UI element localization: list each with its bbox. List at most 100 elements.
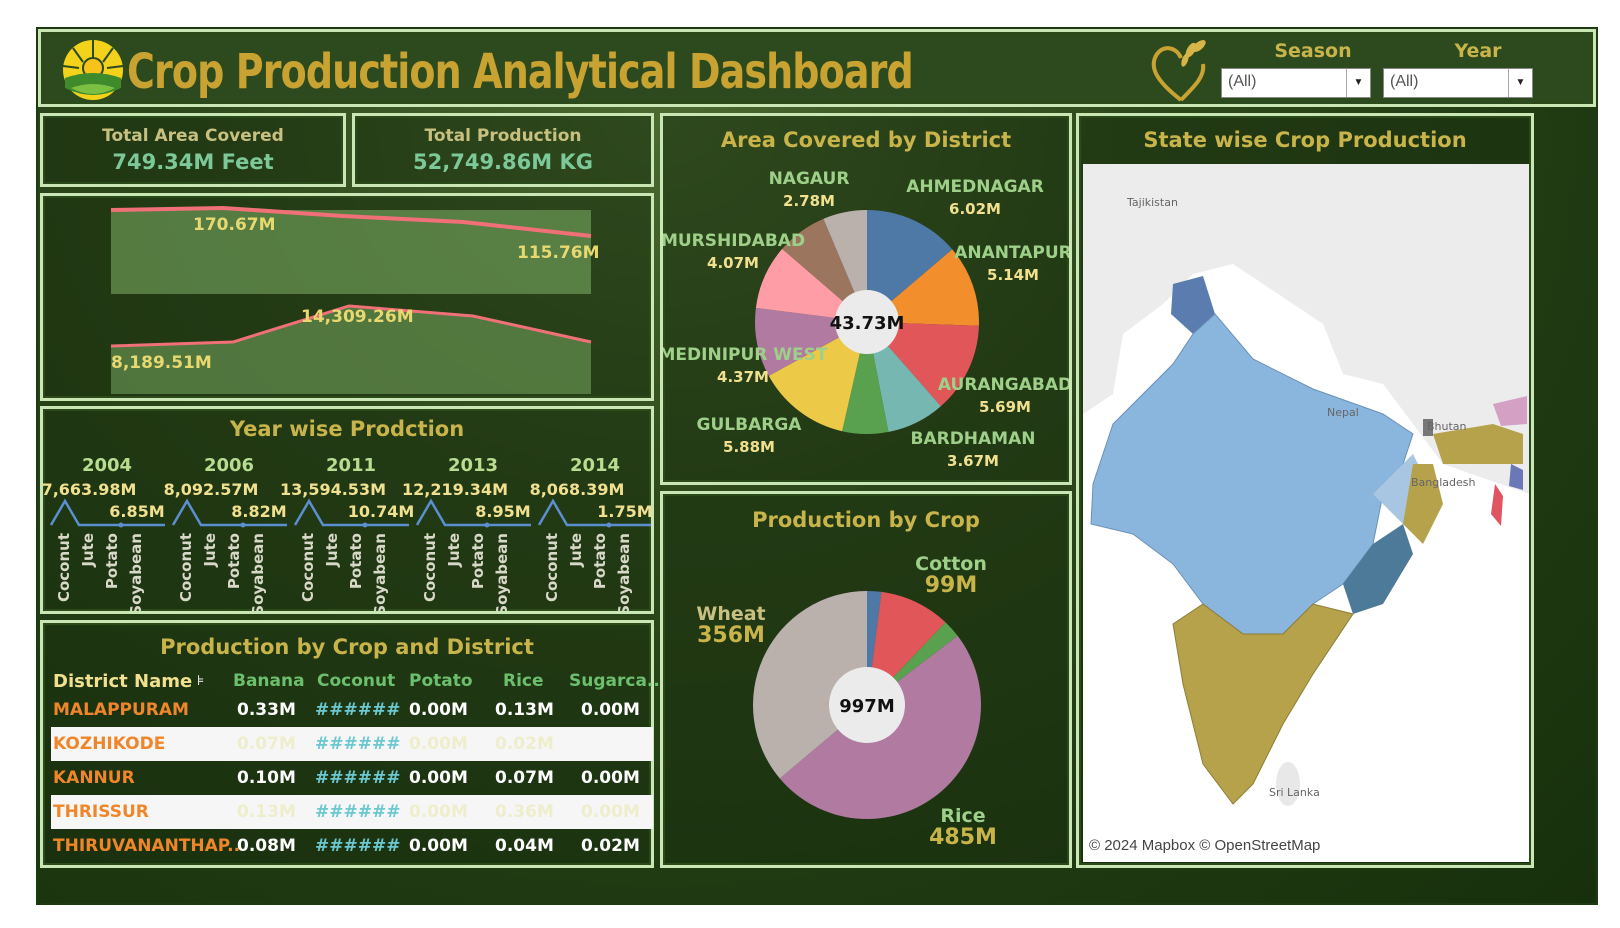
year-min-label: 6.85M <box>109 502 164 521</box>
value-cell: 0.00M <box>581 802 640 822</box>
pie-slice[interactable] <box>753 591 867 779</box>
year-label: 2006 <box>204 455 254 476</box>
crop-pie-title: Production by Crop <box>752 508 980 532</box>
table-row[interactable]: THRISSUR 0.13M ###### 0.00M 0.36M 0.00M <box>51 795 653 829</box>
crop-axis-label: Coconut <box>543 533 561 602</box>
crop-axis-label: Potato <box>347 533 365 589</box>
chevron-down-icon[interactable]: ▼ <box>1508 69 1532 97</box>
crop-axis-label: Potato <box>591 533 609 589</box>
table-row[interactable]: THIRUVANANTHAP.. 0.08M ###### 0.00M 0.04M 0.0… <box>51 829 653 863</box>
season-value: (All) <box>1228 73 1257 90</box>
pie-label-name: NAGAUR <box>769 169 850 189</box>
year-dropdown[interactable]: (All) ▼ <box>1383 68 1533 98</box>
kpi-prod-label: Total Production <box>424 126 582 146</box>
map-title: State wise Crop Production <box>1143 128 1467 152</box>
year-label: 2013 <box>448 455 498 476</box>
value-cell: 0.13M <box>237 802 296 822</box>
pie-slice[interactable] <box>782 218 867 322</box>
crop-axis-label: Soyabean <box>127 533 145 611</box>
pie-slice[interactable] <box>768 322 867 432</box>
year-label: 2011 <box>326 455 376 476</box>
value-cell: 0.04M <box>495 836 554 856</box>
header-bar: Crop Production Analytical Dashboard Sea… <box>38 29 1596 107</box>
crop-district-table-panel: Production by Crop and District District… <box>40 620 660 868</box>
pie-label-value: 3.67M <box>947 452 999 470</box>
sort-icon[interactable]: ⊧ <box>197 673 205 689</box>
crop-axis-label: Soyabean <box>249 533 267 611</box>
crop-pie-panel: Production by Crop 997M Cotton 99M Rice 485M… <box>660 491 1072 868</box>
table-row[interactable]: KOZHIKODE 0.07M ###### 0.00M 0.02M <box>51 727 653 761</box>
state-odisha <box>1343 524 1413 614</box>
district-cell: THIRUVANANTHAP.. <box>53 836 241 856</box>
state-map[interactable]: Tajikistan Nepal Bhutan Bangladesh Sri L… <box>1083 164 1529 862</box>
pie-slice[interactable] <box>867 322 941 432</box>
value-cell: 0.02M <box>495 734 554 754</box>
col-banana: Banana <box>233 671 305 691</box>
pie-slice[interactable] <box>867 322 979 407</box>
state-west-bengal <box>1403 464 1443 544</box>
crop-axis-label: Potato <box>469 533 487 589</box>
chevron-down-icon[interactable]: ▼ <box>1346 69 1370 97</box>
crop-axis-label: Potato <box>103 533 121 589</box>
map-panel: State wise Crop Production Tajikistan Ne… <box>1076 113 1534 868</box>
trend-chart: 170.67M 115.76M 8,189.51M 14,309.26M <box>110 205 600 394</box>
prod-trend-fill <box>111 306 591 394</box>
pie-label-value: 5.69M <box>979 398 1031 416</box>
district-pie-chart: 43.73M AHMEDNAGAR 6.02M ANANTAPUR 5.14M AURAN… <box>663 169 1069 470</box>
district-cell: THRISSUR <box>53 802 149 822</box>
map-label-bhutan: Bhutan <box>1427 420 1467 433</box>
pie-label-name: ANANTAPUR <box>954 243 1069 263</box>
prod-trend-line <box>110 304 592 348</box>
trend-panel: 170.67M 115.76M 8,189.51M 14,309.26M <box>40 193 654 401</box>
pie-label-name: MEDINIPUR WEST <box>663 345 828 365</box>
kpi-area-value: 749.34M Feet <box>112 150 274 174</box>
sun-logo-icon <box>62 40 124 100</box>
district-pie-panel: Area Covered by District 43.73M AHMEDNAGA… <box>660 113 1072 485</box>
pie-label-value: 4.37M <box>717 368 769 386</box>
pie-label-value: 4.07M <box>707 254 759 272</box>
pie-center <box>835 290 899 354</box>
area-trend-fill <box>111 210 591 294</box>
col-district-name[interactable]: District Name <box>53 671 193 692</box>
map-label-tajikistan: Tajikistan <box>1126 196 1178 209</box>
pie-slice[interactable] <box>867 210 953 322</box>
value-cell: 0.00M <box>581 700 640 720</box>
pie-center-total: 997M <box>839 696 895 717</box>
value-cell: ###### <box>315 768 401 788</box>
value-cell: 0.00M <box>409 836 468 856</box>
sparkline-point <box>118 522 124 528</box>
prod-trend-min-label: 8,189.51M <box>111 353 212 373</box>
crop-axis-label: Jute <box>445 533 463 568</box>
pie-label-value: 356M <box>697 623 765 648</box>
year-sparkline <box>537 498 651 527</box>
pie-slice[interactable] <box>842 322 889 435</box>
year-filter-label: Year <box>1454 40 1502 62</box>
pie-label-value: 6.02M <box>949 200 1001 218</box>
pie-label-value: 99M <box>925 573 978 598</box>
area-trend-max-label: 170.67M <box>193 215 276 235</box>
year-min-label: 8.82M <box>231 502 286 521</box>
table-row[interactable]: MALAPPURAM 0.33M ###### 0.00M 0.13M 0.00M <box>51 693 653 727</box>
pie-slice[interactable] <box>755 248 867 322</box>
season-dropdown[interactable]: (All) ▼ <box>1221 68 1371 98</box>
crop-axis-label: Coconut <box>299 533 317 602</box>
prod-trend-max-label: 14,309.26M <box>301 307 414 327</box>
table-title: Production by Crop and District <box>160 635 534 659</box>
area-trend-min-label: 115.76M <box>517 243 600 263</box>
value-cell: 0.33M <box>237 700 296 720</box>
col-sugarcane: Sugarca.. <box>569 671 660 691</box>
value-cell: 0.02M <box>581 836 640 856</box>
table-row[interactable]: KANNUR 0.10M ###### 0.00M 0.07M 0.00M <box>51 761 653 795</box>
year-wise-sparklines: 2004 7,663.98M 6.85M Coconut Jute Potato Soyab… <box>43 455 651 611</box>
crop-axis-label: Coconut <box>421 533 439 602</box>
value-cell: 0.07M <box>237 734 296 754</box>
year-max-label: 12,219.34M <box>402 480 508 499</box>
dashboard-title: Crop Production Analytical Dashboard <box>127 44 914 100</box>
district-cell: KOZHIKODE <box>53 734 166 754</box>
value-cell: 0.00M <box>581 768 640 788</box>
crop-axis-label: Jute <box>567 533 585 568</box>
value-cell: 0.00M <box>409 700 468 720</box>
wheat-heart-icon <box>1151 40 1206 102</box>
map-label-nepal: Nepal <box>1327 406 1359 419</box>
crop-axis-label: Coconut <box>177 533 195 602</box>
